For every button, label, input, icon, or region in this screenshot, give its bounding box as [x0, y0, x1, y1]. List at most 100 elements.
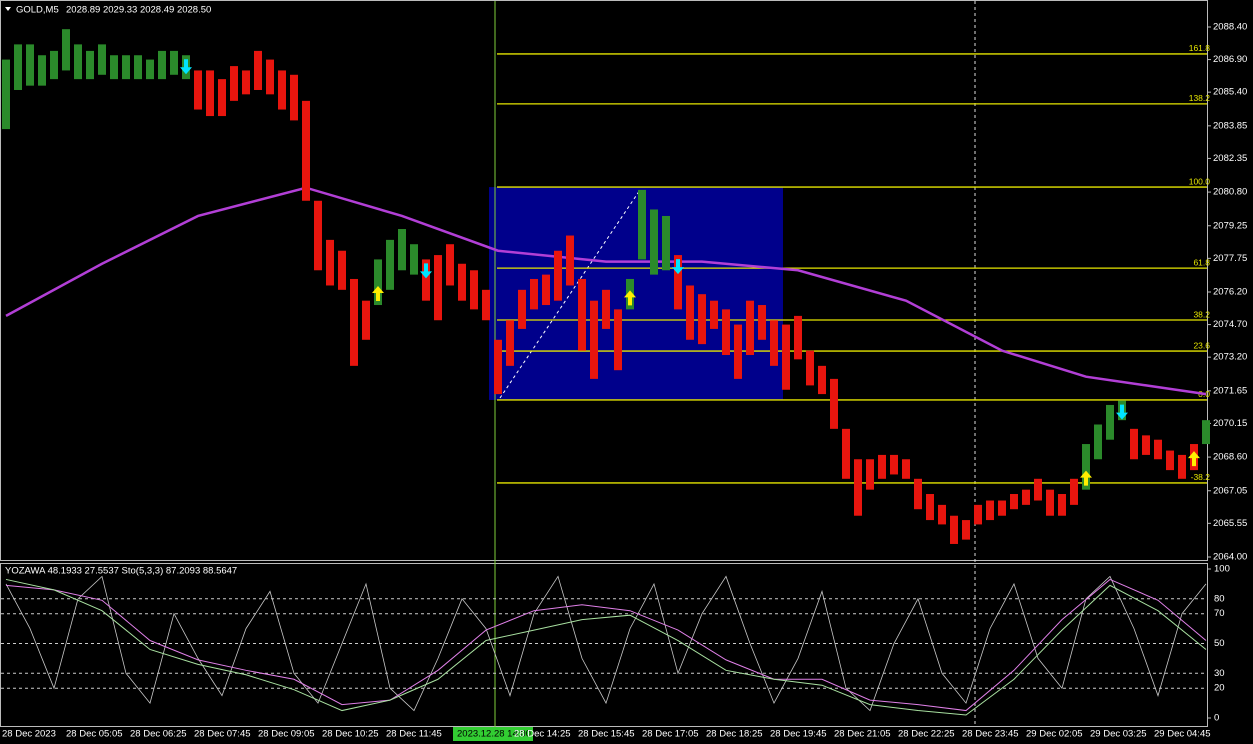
price-bar: [494, 339, 502, 395]
price-bar: [914, 478, 922, 510]
osc-label: 80: [1214, 593, 1225, 604]
price-bar: [482, 289, 490, 321]
price-bar: [986, 500, 994, 521]
price-bar: [554, 250, 562, 301]
osc-label: 20: [1214, 683, 1225, 694]
price-bar: [170, 50, 178, 75]
price-bar: [722, 309, 730, 355]
osc-label: 30: [1214, 668, 1225, 679]
price-bar: [794, 315, 802, 360]
price-bar: [302, 100, 310, 201]
price-bar: [1046, 489, 1054, 516]
cursor-time-bg: [453, 727, 533, 741]
fibo-label: 138.2: [1189, 93, 1211, 103]
price-bar: [926, 494, 934, 521]
osc-label: 70: [1214, 608, 1225, 619]
price-bar: [470, 270, 478, 310]
price-bar: [1166, 450, 1174, 471]
price-label: 2079.25: [1213, 220, 1247, 231]
time-label: 29 Dec 04:45: [1154, 729, 1211, 740]
price-bar: [230, 66, 238, 101]
price-bar: [158, 50, 166, 80]
price-bar: [110, 55, 118, 80]
price-bar: [806, 350, 814, 386]
price-bar: [446, 244, 454, 286]
price-bar: [866, 459, 874, 490]
price-label: 2082.35: [1213, 153, 1247, 164]
price-bar: [962, 520, 970, 540]
price-bar: [62, 29, 70, 71]
symbol: GOLD,M5: [16, 5, 59, 16]
price-bar: [362, 300, 370, 340]
menu-arrow[interactable]: [5, 7, 11, 11]
price-bar: [602, 289, 610, 329]
price-bar: [290, 74, 298, 121]
price-bar: [818, 365, 826, 395]
price-bar: [590, 300, 598, 379]
price-bar: [1202, 420, 1210, 445]
price-bar: [890, 454, 898, 475]
price-label: 2086.90: [1213, 54, 1247, 65]
price-bar: [98, 44, 106, 75]
price-bar: [50, 50, 58, 80]
price-bar: [746, 300, 754, 355]
price-bar: [770, 320, 778, 366]
price-bar: [278, 70, 286, 110]
osc-d: [5, 578, 1207, 712]
price-bar: [74, 44, 82, 80]
price-bar: [1106, 404, 1114, 440]
price-bar: [1130, 428, 1138, 460]
time-label: 28 Dec 14:25: [514, 729, 571, 740]
time-label: 28 Dec 10:25: [322, 729, 379, 740]
time-label: 28 Dec 17:05: [642, 729, 699, 740]
buy-arrow: [1188, 451, 1200, 467]
price-bar: [350, 278, 358, 366]
fibo-label: 61.8: [1193, 257, 1210, 267]
cursor-time: 2023.12.28 14:00: [457, 729, 531, 740]
price-bar: [578, 278, 586, 351]
time-label: 29 Dec 03:25: [1090, 729, 1147, 740]
osc-label: 0: [1214, 713, 1219, 724]
price-bar: [686, 285, 694, 340]
price-label: 2065.55: [1213, 518, 1247, 529]
price-bar: [566, 235, 574, 286]
price-bar: [842, 428, 850, 479]
price-bar: [254, 50, 262, 90]
price-bar: [242, 70, 250, 95]
price-label: 2080.80: [1213, 187, 1247, 198]
price-bar: [938, 504, 946, 525]
price-bar: [434, 255, 442, 321]
osc-title: YOZAWA 48.1933 27.5537 Sto(5,3,3) 87.209…: [5, 566, 237, 577]
time-label: 28 Dec 05:05: [66, 729, 123, 740]
price-label: 2071.65: [1213, 385, 1247, 396]
ohlc: 2028.89 2029.33 2028.49 2028.50: [66, 5, 211, 16]
price-bar: [1178, 454, 1186, 479]
price-bar: [1022, 489, 1030, 505]
osc-label: 50: [1214, 638, 1225, 649]
price-bar: [854, 459, 862, 516]
price-bar: [902, 459, 910, 479]
price-label: 2070.15: [1213, 418, 1247, 429]
sell-arrow: [180, 59, 192, 75]
price-bar: [410, 244, 418, 275]
price-bar: [218, 79, 226, 117]
price-label: 2085.40: [1213, 87, 1247, 98]
buy-arrow: [372, 286, 384, 302]
price-bar: [1058, 494, 1066, 516]
price-bar: [614, 309, 622, 371]
time-label: 28 Dec 11:45: [386, 729, 442, 740]
price-bar: [86, 50, 94, 80]
price-bar: [530, 278, 538, 310]
price-label: 2067.05: [1213, 485, 1247, 496]
buy-arrow: [624, 290, 636, 306]
price-bar: [974, 504, 982, 525]
price-bar: [638, 189, 646, 260]
time-label: 28 Dec 2023: [2, 729, 56, 740]
price-bar: [122, 55, 130, 80]
time-label: 28 Dec 06:25: [130, 729, 187, 740]
price-bar: [734, 324, 742, 379]
sell-arrow: [672, 259, 684, 275]
price-bar: [38, 55, 46, 86]
